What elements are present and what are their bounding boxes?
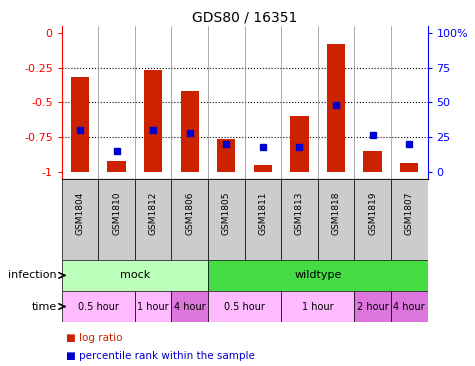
Text: time: time [32,302,57,311]
Text: GSM1810: GSM1810 [112,191,121,235]
Text: GSM1819: GSM1819 [368,191,377,235]
Bar [281,179,318,260]
Bar [245,179,281,260]
Title: GDS80 / 16351: GDS80 / 16351 [192,11,297,25]
Text: 4 hour: 4 hour [393,302,425,311]
Text: GSM1806: GSM1806 [185,191,194,235]
Bar [135,179,171,260]
Bar [281,291,354,322]
Bar [354,291,391,322]
Bar [208,179,245,260]
Bar [290,116,309,172]
Text: GSM1811: GSM1811 [258,191,267,235]
Bar [400,163,418,172]
Text: ■ log ratio: ■ log ratio [66,333,123,343]
Text: GSM1807: GSM1807 [405,191,414,235]
Bar [62,179,98,260]
Text: 1 hour: 1 hour [137,302,169,311]
Bar [71,77,89,172]
Bar [391,291,428,322]
Text: ■ percentile rank within the sample: ■ percentile rank within the sample [66,351,256,361]
Text: GSM1804: GSM1804 [76,191,85,235]
Text: GSM1812: GSM1812 [149,191,158,235]
Bar [327,44,345,172]
Bar [217,139,236,172]
Text: GSM1805: GSM1805 [222,191,231,235]
Bar [98,179,135,260]
Text: GSM1813: GSM1813 [295,191,304,235]
Bar [171,291,208,322]
Bar [254,165,272,172]
Text: GSM1818: GSM1818 [332,191,341,235]
Bar [318,179,354,260]
Bar [208,260,428,291]
Text: 0.5 hour: 0.5 hour [78,302,119,311]
Bar [180,91,199,172]
Bar [135,291,171,322]
Text: mock: mock [120,270,150,280]
Bar [62,291,135,322]
Text: infection: infection [9,270,57,280]
Bar [354,179,391,260]
Bar [208,291,281,322]
Bar [363,152,382,172]
Bar [107,161,126,172]
Text: 0.5 hour: 0.5 hour [224,302,265,311]
Text: 1 hour: 1 hour [302,302,333,311]
Text: 2 hour: 2 hour [357,302,389,311]
Bar [144,70,162,172]
Bar [171,179,208,260]
Bar [391,179,428,260]
Bar [62,260,208,291]
Text: wildtype: wildtype [294,270,342,280]
Text: 4 hour: 4 hour [174,302,206,311]
